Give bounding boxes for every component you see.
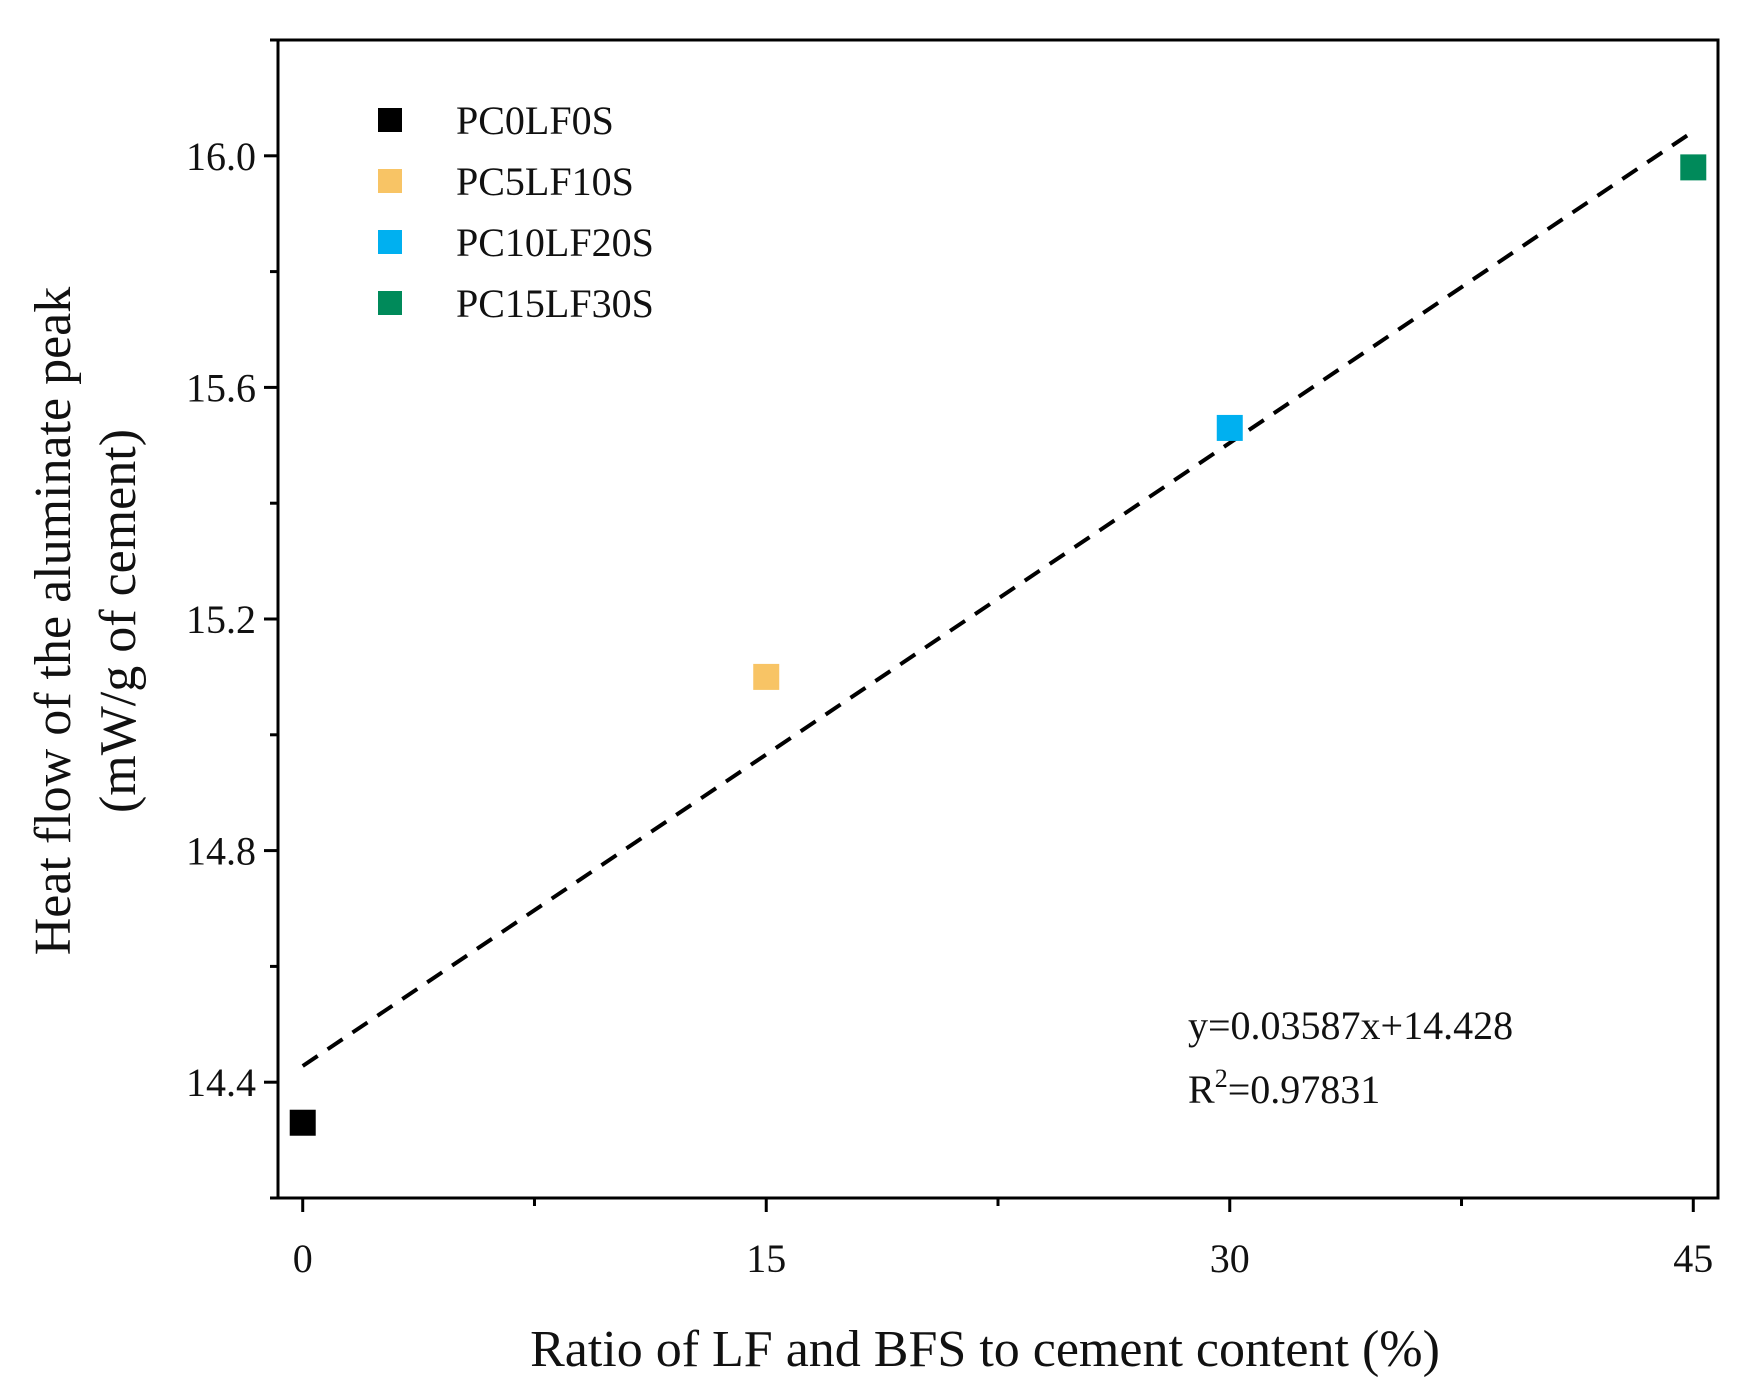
fit-line [301,129,1695,1068]
y-tick-label-3: 15.6 [186,365,256,410]
legend-label-1: PC0LF0S [456,98,614,143]
data-point-PC15LF30S [1680,154,1707,181]
r-squared-value: =0.97831 [1228,1067,1381,1112]
x-tick-label-0: 0 [293,1236,313,1281]
y-tick-label-0: 14.4 [186,1060,256,1105]
data-point-PC0LF0S [289,1109,316,1136]
legend: PC0LF0S PC5LF10S PC10LF20S PC15LF30S [378,98,654,326]
r-squared-superscript: 2 [1215,1064,1228,1093]
legend-label-4: PC15LF30S [456,281,654,326]
x-axis-title: Ratio of LF and BFS to cement content (%… [530,1321,1440,1378]
legend-marker-1 [378,108,402,132]
fit-layer [301,129,1695,1068]
y-tick-label-4: 16.0 [186,134,256,179]
x-tick-label-1: 15 [746,1236,786,1281]
legend-label-2: PC5LF10S [456,159,634,204]
x-axis-ticks: 0 15 30 45 [293,1198,1713,1281]
data-points [289,154,1707,1136]
legend-marker-3 [378,230,402,254]
legend-marker-2 [378,169,402,193]
legend-marker-4 [378,291,402,315]
y-axis-ticks: 14.4 14.8 15.2 15.6 16.0 [186,38,278,1200]
legend-label-3: PC10LF20S [456,220,654,265]
y-axis-title-line1: Heat flow of the aluminate peak [25,287,82,956]
data-point-PC10LF20S [1216,414,1243,441]
y-axis-title-line2: (mW/g of cement) [90,429,147,813]
x-tick-label-3: 45 [1673,1236,1713,1281]
fit-equation: y=0.03587x+14.428 [1188,1003,1513,1048]
r-squared-prefix: R [1188,1067,1215,1112]
y-tick-label-1: 14.8 [186,829,256,874]
data-point-PC5LF10S [753,663,780,690]
x-tick-label-2: 30 [1210,1236,1250,1281]
y-tick-label-2: 15.2 [186,597,256,642]
r-squared: R2=0.97831 [1188,1064,1380,1112]
